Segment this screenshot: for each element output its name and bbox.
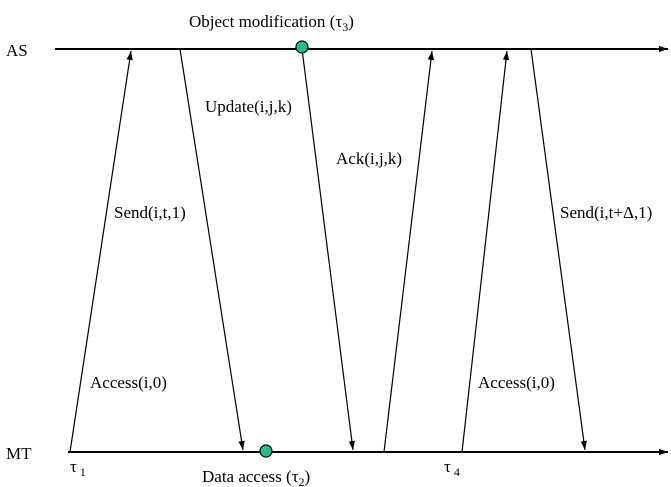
object-modification-label: Object modification (τ3): [189, 12, 354, 34]
object-modification-dot: [295, 40, 309, 54]
access-first-label: Access(i,0): [90, 373, 167, 392]
send-second-label: Send(i,t+Δ,1): [560, 203, 652, 222]
mt-label: MT: [6, 444, 32, 463]
update-label: Update(i,j,k): [205, 97, 292, 116]
arrow-access-first: [69, 50, 133, 453]
arrow-access-second: [461, 50, 510, 453]
arrow-update: [301, 48, 355, 451]
as-label: AS: [6, 41, 28, 60]
arrow-send-first: [179, 48, 245, 451]
arrow-ack: [383, 50, 435, 453]
data-access-label: Data access (τ2): [202, 467, 310, 487]
send-first-label: Send(i,t,1): [114, 203, 186, 222]
data-access-dot: [259, 444, 273, 458]
arrow-send-second: [530, 48, 587, 451]
access-second-label: Access(i,0): [478, 373, 555, 392]
ack-label: Ack(i,j,k): [336, 149, 402, 168]
